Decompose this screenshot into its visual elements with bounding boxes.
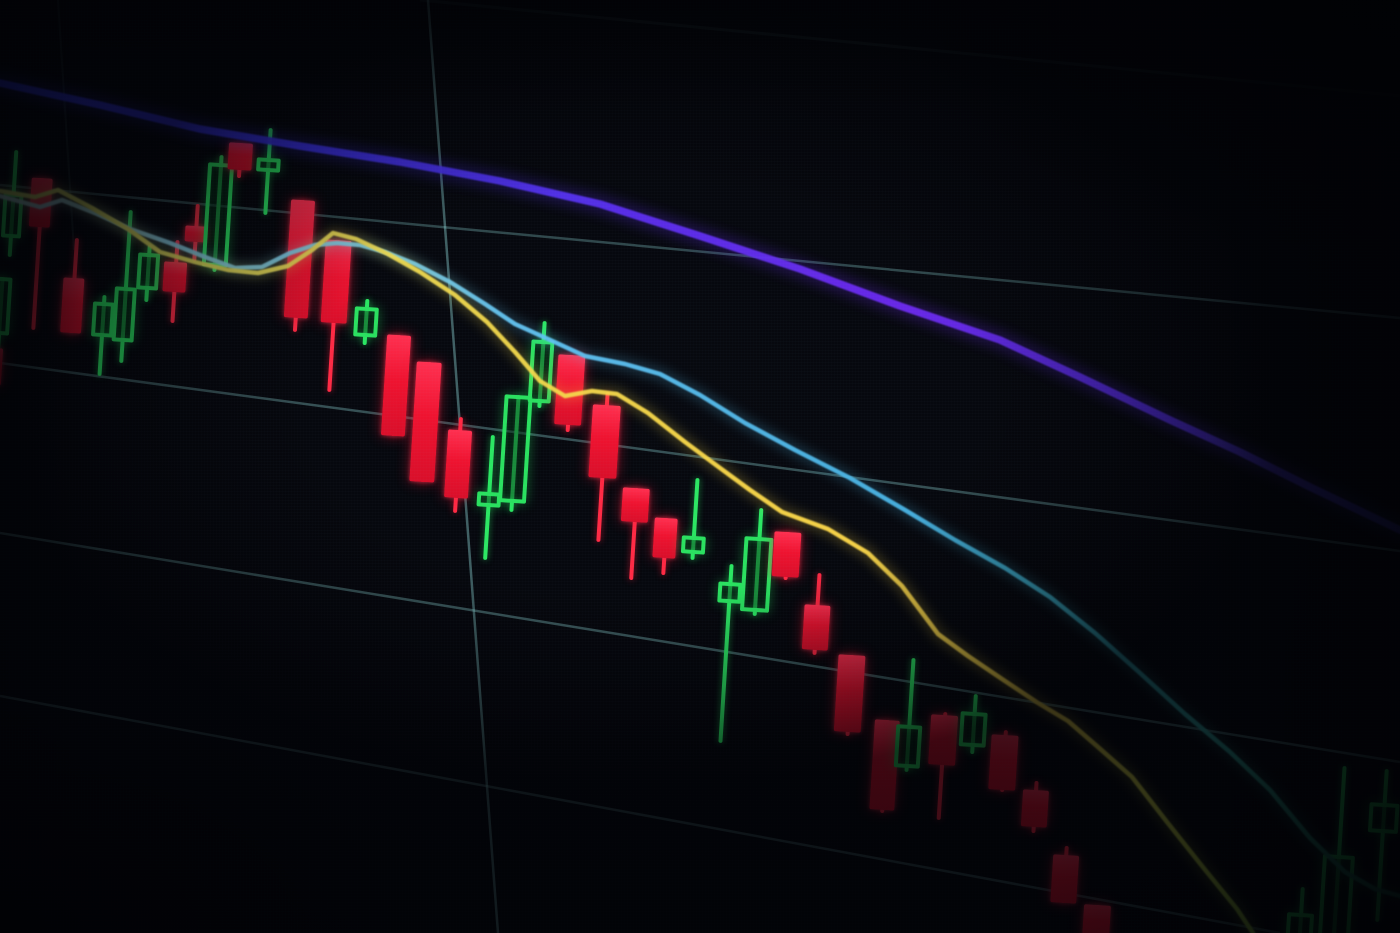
ma-slow-line [0,79,1400,534]
ma-mid-line [0,193,1400,899]
ma-fast-line [0,187,1256,933]
ma-slow-line-halo [0,73,1400,540]
ma-mid-line-halo [0,190,1400,902]
ma-fast-line-halo [0,184,1259,933]
